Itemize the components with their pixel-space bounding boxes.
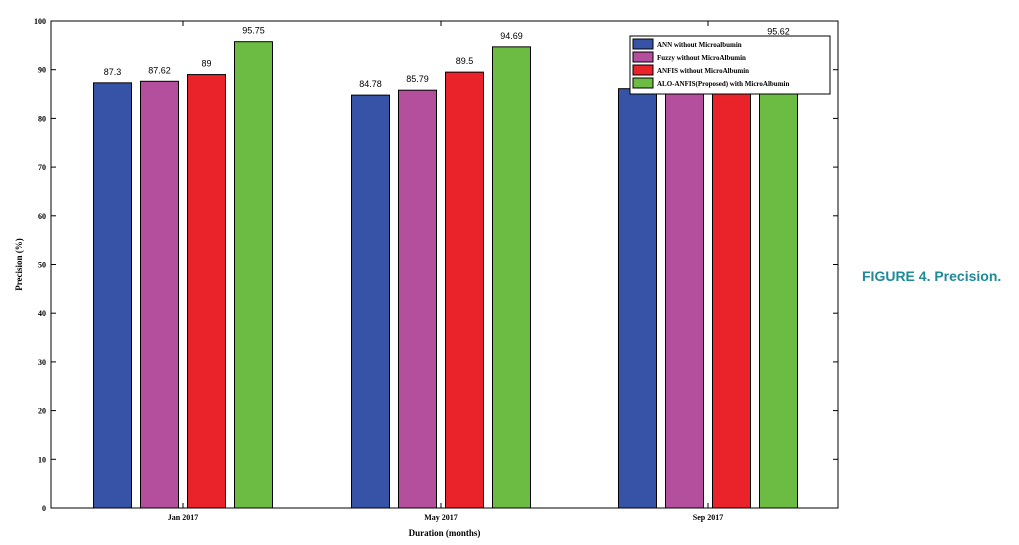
y-tick-label-6: 60	[38, 212, 46, 221]
bar-3-3	[712, 76, 751, 509]
x-tick-label-1: May 2017	[424, 513, 458, 522]
bar-3-2	[445, 71, 484, 509]
bar-1-3	[618, 88, 657, 509]
legend-swatch-3	[632, 64, 654, 76]
bar-1-2	[351, 94, 390, 509]
bar-4-3	[759, 41, 798, 509]
y-tick-label-5: 50	[38, 261, 46, 270]
data-label-1-1: 87.3	[104, 67, 122, 77]
axes-layer: 0 10 20 30 40 50 60 70 80 90 100 Jan 2017 May 2017 Se…	[34, 17, 839, 522]
x-tick-label-2: Sep 2017	[693, 513, 723, 522]
bars-layer	[93, 41, 798, 509]
legend-label-2: Fuzzy without MicroAlbumin	[657, 54, 746, 62]
data-label-4-2: 94.69	[500, 31, 523, 41]
y-tick-label-10: 100	[34, 17, 46, 26]
y-axis-title: Precision (%)	[14, 238, 24, 291]
y-tick-label-4: 40	[38, 309, 46, 318]
y-tick-label-3: 30	[38, 358, 46, 367]
data-label-2-2: 85.79	[406, 74, 429, 84]
y-tick-label-2: 20	[38, 407, 46, 416]
data-label-4-1: 95.75	[242, 26, 265, 36]
x-tick-label-0: Jan 2017	[168, 513, 198, 522]
bar-1-1	[93, 82, 132, 509]
legend-label-3: ANFIS without MicroAlbumin	[657, 67, 749, 75]
x-axis-title: Duration (months)	[409, 528, 481, 538]
bar-2-3	[665, 92, 704, 509]
legend-box	[629, 35, 831, 95]
y-tick-label-9: 90	[38, 66, 46, 75]
data-label-1-2: 84.78	[359, 79, 382, 89]
figure-caption: FIGURE 4. Precision.	[862, 268, 1002, 284]
data-label-2-1: 87.62	[148, 65, 171, 75]
legend-swatch-4	[632, 77, 654, 89]
legend: ANN without Microalbumin Fuzzy without Mi…	[629, 35, 831, 95]
legend-label-1: ANN without Microalbumin	[657, 41, 742, 49]
bar-3-1	[187, 74, 226, 509]
data-label-3-2: 89.5	[456, 56, 474, 66]
legend-swatch-1	[632, 38, 654, 50]
bar-4-1	[234, 41, 273, 509]
data-label-3-1: 89	[201, 59, 211, 69]
bar-4-2	[492, 46, 531, 509]
data-label-4-3: 95.62	[767, 26, 790, 36]
y-tick-label-0: 0	[42, 504, 46, 513]
bar-2-2	[398, 89, 437, 509]
y-tick-label-1: 10	[38, 455, 46, 464]
bar-2-1	[140, 80, 179, 509]
legend-swatch-2	[632, 51, 654, 63]
y-tick-label-7: 70	[38, 163, 46, 172]
y-tick-label-8: 80	[38, 114, 46, 123]
legend-label-4: ALO-ANFIS(Proposed) with MicroAlbumin	[657, 80, 789, 88]
